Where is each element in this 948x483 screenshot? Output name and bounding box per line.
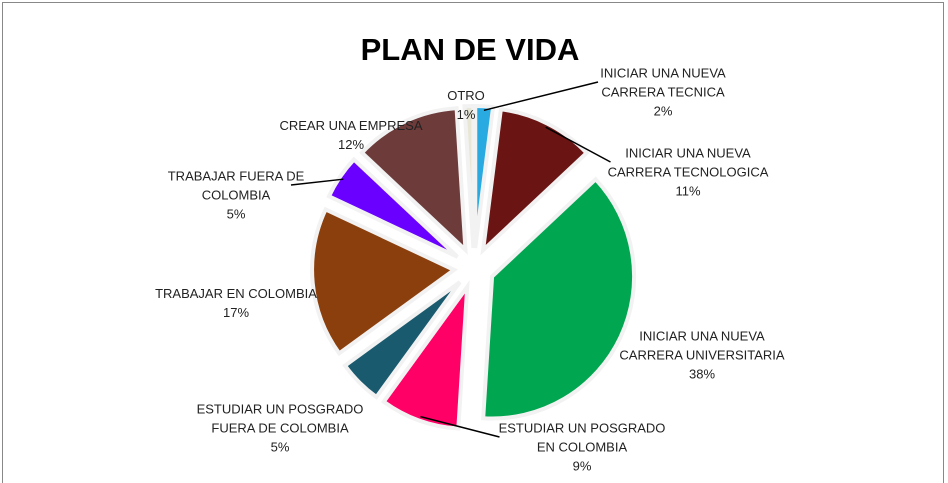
category-label: TRABAJAR FUERA DE COLOMBIA bbox=[167, 168, 305, 203]
pie-slice bbox=[462, 104, 476, 249]
slice-label: CREAR UNA EMPRESA 12% bbox=[261, 116, 441, 154]
slice-label: TRABAJAR FUERA DE COLOMBIA 5% bbox=[161, 167, 311, 224]
category-label: INICIAR UNA NUEVA CARRERA UNIVERSITARIA bbox=[619, 328, 785, 363]
pie-slice bbox=[481, 176, 637, 421]
pie-slice bbox=[359, 106, 468, 255]
slice-label: TRABAJAR EN COLOMBIA 17% bbox=[136, 284, 336, 322]
category-label: TRABAJAR EN COLOMBIA bbox=[155, 286, 317, 301]
leader-line bbox=[420, 415, 500, 438]
leader-line bbox=[545, 126, 611, 163]
slice-label: INICIAR UNA NUEVA CARRERA TECNICA 2% bbox=[588, 64, 738, 121]
value-label: 17% bbox=[222, 305, 250, 320]
value-label: 2% bbox=[653, 103, 673, 119]
category-label: CREAR UNA EMPRESA bbox=[279, 118, 423, 133]
leader-line bbox=[290, 178, 344, 186]
category-label: ESTUDIAR UN POSGRADO FUERA DE COLOMBIA bbox=[196, 401, 364, 436]
category-label: INICIAR UNA NUEVA CARRERA TECNICA bbox=[600, 65, 726, 100]
pie-slice bbox=[310, 206, 459, 357]
category-label: INICIAR UNA NUEVA CARRERA TECNOLOGICA bbox=[607, 145, 769, 180]
slice-label: INICIAR UNA NUEVA CARRERA UNIVERSITARIA 3… bbox=[615, 327, 790, 384]
value-label: 1% bbox=[456, 107, 476, 122]
slice-label: ESTUDIAR UN POSGRADO FUERA DE COLOMBIA 5% bbox=[188, 400, 373, 457]
value-label: 38% bbox=[688, 366, 716, 382]
value-label: 5% bbox=[226, 206, 246, 222]
pie-slice bbox=[342, 280, 462, 400]
leader-line bbox=[483, 81, 599, 112]
pie-slice bbox=[326, 156, 459, 259]
value-label: 9% bbox=[572, 458, 592, 474]
pie-slice bbox=[380, 280, 470, 431]
slice-label: ESTUDIAR UN POSGRADO EN COLOMBIA 9% bbox=[490, 419, 675, 476]
slice-label: OTRO 1% bbox=[436, 86, 496, 124]
slice-label: INICIAR UNA NUEVA CARRERA TECNOLOGICA 11% bbox=[601, 144, 776, 201]
value-label: 11% bbox=[675, 183, 701, 199]
category-label: ESTUDIAR UN POSGRADO EN COLOMBIA bbox=[498, 420, 666, 455]
value-label: 5% bbox=[270, 439, 290, 455]
value-label: 12% bbox=[337, 137, 365, 152]
pie-slice bbox=[480, 107, 590, 256]
chart-title: PLAN DE VIDA bbox=[360, 32, 580, 67]
category-label: OTRO bbox=[447, 88, 485, 103]
